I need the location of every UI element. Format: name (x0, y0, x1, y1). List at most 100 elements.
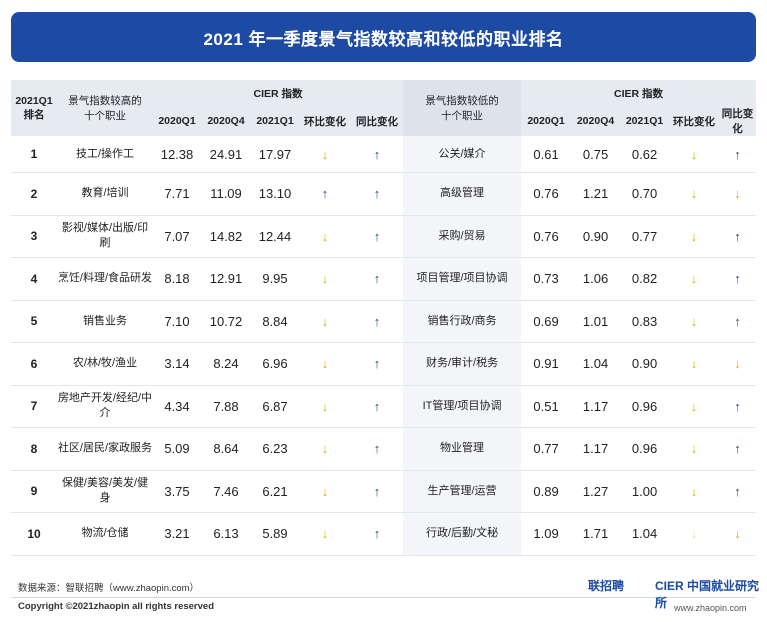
arrow-up-icon: ↑ (734, 271, 741, 287)
high-qoq-arrow-cell: ↑ (299, 173, 351, 216)
high-yoy-arrow-cell: ↑ (351, 301, 404, 343)
arrow-up-icon: ↑ (734, 313, 741, 329)
ranking-table: 2021Q1 排名 景气指数较高的 十个职业 CIER 指数 景气指数较低的 十… (11, 80, 757, 556)
arrow-up-icon: ↑ (321, 186, 329, 202)
low-2021q1-cell: 1.04 (620, 513, 670, 556)
low-qoq-arrow-cell: ↓ (669, 173, 720, 216)
arrow-down-icon: ↓ (734, 356, 741, 372)
arrow-down-icon: ↓ (321, 441, 329, 457)
high-2020q4-cell: 7.46 (201, 471, 251, 513)
low-yoy-arrow-cell: ↑ (719, 301, 757, 343)
high-yoy-arrow-cell: ↑ (351, 343, 404, 386)
low-2020q4-cell: 0.75 (571, 136, 621, 173)
high-2020q4-cell: 6.13 (201, 513, 251, 556)
arrow-up-icon: ↑ (373, 186, 381, 202)
rank-cell: 2 (11, 173, 57, 216)
arrow-down-icon: ↓ (321, 228, 329, 244)
low-job-cell: 项目管理/项目协调 (403, 258, 522, 301)
arrow-up-icon: ↑ (373, 398, 381, 414)
high-job-cell: 保健/美容/美发/健身 (57, 471, 153, 513)
low-yoy-arrow-cell: ↑ (719, 428, 757, 471)
table-body: 1 技工/操作工 12.38 24.91 17.97 ↓ ↑ 公关/媒介 0.61 0.75 0.6… (11, 136, 757, 556)
high-qoq-arrow-cell: ↓ (299, 386, 351, 428)
header-high-2021q1: 2021Q1 (251, 106, 299, 136)
arrow-down-icon: ↓ (321, 483, 329, 499)
high-job-cell: 影视/媒体/出版/印刷 (57, 216, 153, 258)
low-qoq-arrow-cell: ↓ (669, 301, 720, 343)
arrow-up-icon: ↑ (373, 526, 381, 542)
high-job-cell: 烹饪/料理/食品研发 (57, 258, 153, 301)
high-2020q4-cell: 24.91 (201, 136, 251, 173)
low-2020q4-cell: 1.27 (571, 471, 621, 513)
high-job-cell: 教育/培训 (57, 173, 153, 216)
table-row: 3 影视/媒体/出版/印刷 7.07 14.82 12.44 ↓ ↑ 采购/贸易 0.76 0.9… (11, 215, 757, 258)
low-2020q4-cell: 1.06 (571, 258, 621, 301)
arrow-down-icon: ↓ (690, 483, 698, 499)
high-2021q1-cell: 12.44 (251, 216, 299, 258)
footer-site-url: www.zhaopin.com (674, 603, 747, 613)
low-2020q1-cell: 0.73 (521, 258, 572, 301)
high-2021q1-cell: 17.97 (251, 136, 299, 173)
high-2020q1-cell: 7.71 (153, 173, 201, 216)
arrow-down-icon: ↓ (690, 228, 698, 244)
low-job-cell: IT管理/项目协调 (403, 385, 522, 428)
arrow-down-icon: ↓ (734, 186, 741, 202)
rank-cell: 1 (11, 136, 57, 173)
low-qoq-arrow-cell: ↓ (669, 136, 720, 173)
high-yoy-arrow-cell: ↑ (351, 258, 404, 301)
low-qoq-arrow-cell: ↓ (669, 428, 720, 471)
high-2020q1-cell: 12.38 (153, 136, 201, 173)
arrow-down-icon: ↓ (690, 271, 698, 287)
low-qoq-arrow-cell: ↓ (669, 386, 720, 428)
arrow-up-icon: ↑ (373, 146, 381, 162)
low-2020q1-cell: 0.76 (521, 216, 572, 258)
low-2020q4-cell: 1.21 (571, 173, 621, 216)
low-yoy-arrow-cell: ↑ (719, 386, 757, 428)
arrow-down-icon: ↓ (690, 313, 698, 329)
arrow-up-icon: ↑ (734, 441, 741, 457)
header-low-yoy: 同比变化 (719, 106, 757, 136)
header-low-2021q1: 2021Q1 (620, 106, 670, 136)
low-2020q1-cell: 0.91 (521, 343, 572, 386)
high-yoy-arrow-cell: ↑ (351, 136, 404, 173)
high-2020q1-cell: 8.18 (153, 258, 201, 301)
high-2020q1-cell: 3.21 (153, 513, 201, 556)
high-yoy-arrow-cell: ↑ (351, 513, 404, 556)
header-high-yoy: 同比变化 (351, 106, 404, 136)
high-2020q1-cell: 3.14 (153, 343, 201, 386)
arrow-up-icon: ↑ (373, 228, 381, 244)
copyright-note: Copyright ©2021zhaopin all rights reserv… (18, 601, 214, 612)
footer-divider (11, 597, 756, 598)
low-yoy-arrow-cell: ↑ (719, 136, 757, 173)
low-qoq-arrow-cell: ↓ (669, 216, 720, 258)
arrow-down-icon: ↓ (321, 271, 329, 287)
arrow-up-icon: ↑ (373, 483, 381, 499)
header-low-qoq: 环比变化 (669, 106, 720, 136)
rank-cell: 6 (11, 343, 57, 386)
high-job-cell: 物流/仓储 (57, 513, 153, 556)
arrow-down-icon: ↓ (690, 356, 698, 372)
high-2020q4-cell: 14.82 (201, 216, 251, 258)
low-qoq-arrow-cell: ↓ (669, 471, 720, 513)
low-2021q1-cell: 0.77 (620, 216, 670, 258)
low-2020q4-cell: 1.17 (571, 428, 621, 471)
low-2021q1-cell: 0.96 (620, 428, 670, 471)
low-yoy-arrow-cell: ↓ (719, 343, 757, 386)
rank-cell: 8 (11, 428, 57, 471)
high-2021q1-cell: 8.84 (251, 301, 299, 343)
high-2021q1-cell: 6.87 (251, 386, 299, 428)
table-row: 1 技工/操作工 12.38 24.91 17.97 ↓ ↑ 公关/媒介 0.61 0.75 0.6… (11, 136, 757, 173)
header-high-jobs: 景气指数较高的 十个职业 (57, 80, 153, 136)
low-yoy-arrow-cell: ↑ (719, 216, 757, 258)
low-job-cell: 财务/审计/税务 (403, 343, 522, 386)
high-qoq-arrow-cell: ↓ (299, 301, 351, 343)
table-row: 5 销售业务 7.10 10.72 8.84 ↓ ↑ 销售行政/商务 0.69 1.01 0.83 ↓… (11, 300, 757, 343)
table-row: 2 教育/培训 7.71 11.09 13.10 ↑ ↑ 高级管理 0.76 1.21 0.70 ↓ ↓ (11, 173, 757, 216)
rank-cell: 7 (11, 386, 57, 428)
low-2021q1-cell: 0.83 (620, 301, 670, 343)
cier-logo: CIER 中国就业研究所 (655, 579, 760, 610)
arrow-down-icon: ↓ (321, 398, 329, 414)
arrow-down-icon: ↓ (690, 441, 698, 457)
low-qoq-arrow-cell: ↓ (669, 343, 720, 386)
high-2020q1-cell: 3.75 (153, 471, 201, 513)
